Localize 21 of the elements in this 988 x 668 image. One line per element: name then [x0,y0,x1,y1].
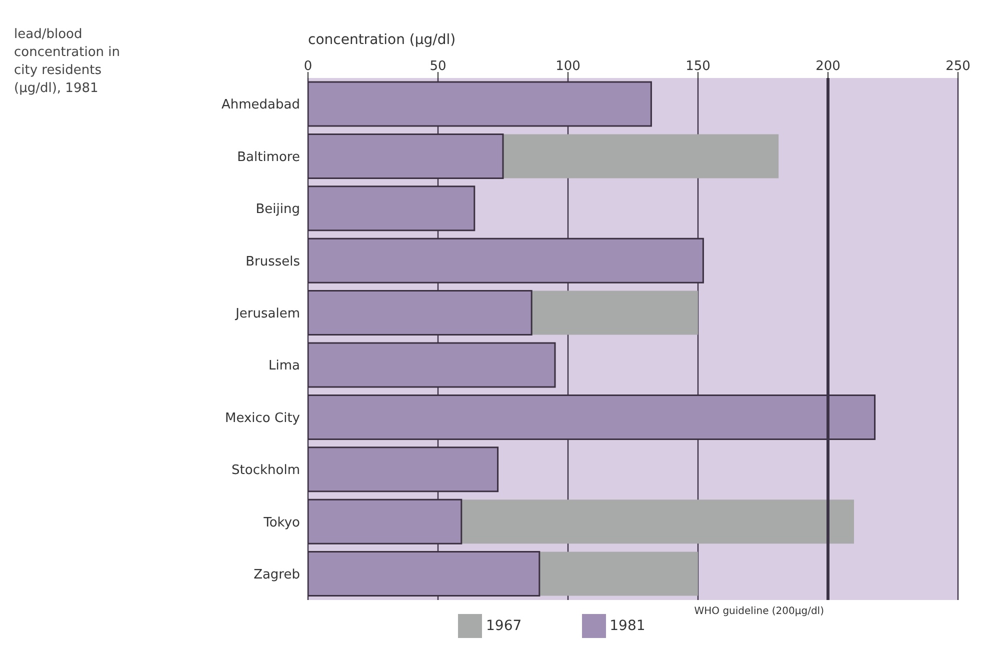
legend-label: 1967 [486,618,522,634]
y-tick-label: Brussels [246,254,300,270]
y-tick-label: Ahmedabad [222,98,300,113]
y-tick-label: Zagreb [254,568,300,583]
x-tick-label: 200 [816,59,840,74]
x-tick-label: 150 [686,59,710,74]
x-tick-label: 250 [946,59,970,74]
x-tick-label: 50 [430,59,446,74]
y-tick-label: Jerusalem [234,306,300,322]
y-tick-label: Lima [268,358,300,374]
x-tick-label: 100 [556,59,580,74]
y-tick-label: Tokyo [262,515,300,530]
y-tick-label: Baltimore [237,150,300,165]
y-tick-label: Beijing [256,202,300,218]
x-tick-label: 0 [304,59,312,74]
ref-line-label: WHO guideline (200µg/dl) [694,606,824,617]
y-tick-label: Mexico City [224,410,300,426]
x-axis-title: concentration (µg/dl) [308,32,456,48]
text: lead/blood concentration in city residents (µg/dl), 1981 [14,26,122,98]
legend-label: 1981 [610,618,646,634]
y-tick-label: Stockholm [232,463,300,478]
